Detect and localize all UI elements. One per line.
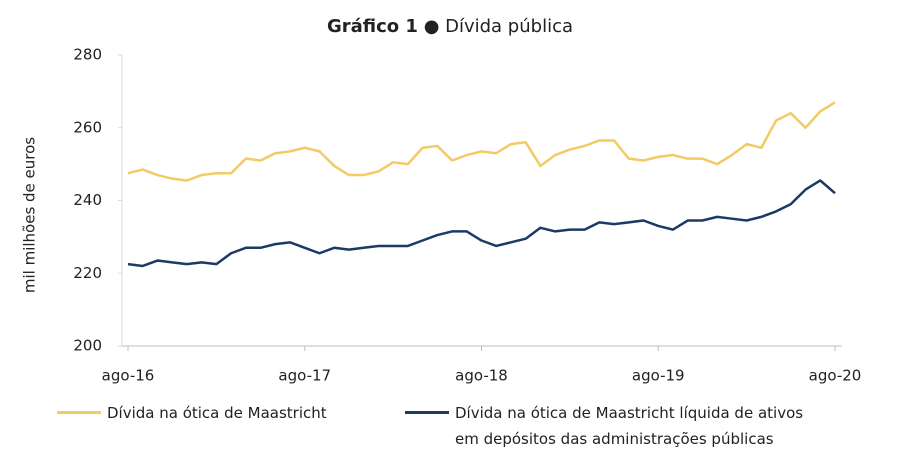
legend-swatch <box>405 411 449 414</box>
y-tick-label: 260 <box>73 118 102 136</box>
x-tick-label: ago-18 <box>455 367 508 385</box>
x-tick-label: ago-20 <box>809 367 862 385</box>
legend-item: Dívida na ótica de Maastricht líquida de… <box>405 400 825 452</box>
x-tick-label: ago-17 <box>278 367 331 385</box>
legend: Dívida na ótica de Maastricht Dívida na ó… <box>57 400 857 452</box>
chart: Gráfico 1 ● Dívida pública mil milhões d… <box>21 16 862 385</box>
y-tick-label: 200 <box>73 337 102 355</box>
chart-title-group: Gráfico 1 ● Dívida pública <box>327 16 573 37</box>
x-tick-label: ago-19 <box>632 367 685 385</box>
chart-title: Gráfico 1 <box>327 16 418 37</box>
legend-item: Dívida na ótica de Maastricht <box>57 400 405 452</box>
legend-label: Dívida na ótica de Maastricht <box>107 404 327 422</box>
y-axis-label: mil milhões de euros <box>21 137 39 293</box>
chart-subtitle: ● Dívida pública <box>424 16 573 37</box>
legend-label: Dívida na ótica de Maastricht líquida de… <box>455 404 804 448</box>
line-series <box>127 101 836 182</box>
x-tick-label: ago-16 <box>102 367 155 385</box>
y-tick-label: 280 <box>73 46 102 64</box>
line-series <box>127 179 836 268</box>
y-tick-label: 220 <box>73 264 102 282</box>
legend-swatch <box>57 411 101 414</box>
y-tick-label: 240 <box>73 191 102 209</box>
